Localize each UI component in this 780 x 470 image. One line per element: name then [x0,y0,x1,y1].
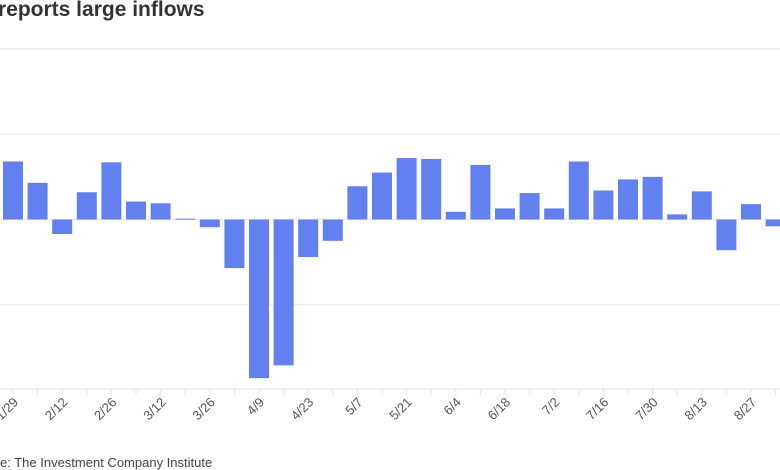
bar-4/9 [249,219,269,379]
x-tick-label: 3/26 [189,395,218,424]
bar-5/28 [421,158,442,220]
bar-2/5 [27,182,48,220]
x-tick-label: 2/12 [42,395,71,424]
x-tick-label: 3/12 [140,395,169,424]
x-tick-label: 7/2 [539,395,562,418]
bar-8/27 [741,204,761,220]
bar-8/6 [667,214,688,220]
bar-7/2 [544,208,565,220]
bar-3/19 [175,218,196,220]
bar-2/12 [52,219,73,235]
x-tick-label: 6/4 [441,395,464,418]
x-tick-label: 5/21 [386,395,415,424]
source-note: e: The Investment Company Institute [0,455,213,470]
bar-5/7 [347,186,368,220]
chart-title: reports large inflows [0,0,205,21]
bar-6/11 [470,164,491,220]
bar-6/18 [495,208,515,220]
bar-3/5 [126,201,146,220]
x-tick-label: 5/7 [342,395,365,418]
x-tick-label: 8/27 [731,395,760,424]
bar-2/26 [101,162,122,220]
x-tick-label: 4/23 [288,395,317,424]
x-tick-label: 7/30 [632,395,661,424]
bar-6/4 [445,211,466,220]
bar-8/13 [691,191,712,220]
bar-8/20 [716,219,737,251]
bar-9/3 [765,219,780,227]
bar-2/19 [76,192,97,220]
x-tick-label: 4/9 [244,395,267,418]
bar-3/12 [150,203,171,220]
x-tick-label: 2/26 [91,395,120,424]
bar-7/23 [618,179,638,220]
bar-4/16 [273,219,294,366]
bar-5/14 [372,172,392,220]
bar-7/30 [642,176,663,220]
bar-7/9 [568,161,589,220]
bar-4/2 [224,219,245,269]
bar-4/23 [298,219,319,258]
bar-1/29 [3,161,23,220]
bar-6/25 [519,193,540,220]
bar-5/21 [396,158,417,220]
x-tick-label: 1/29 [0,395,21,424]
x-tick-label: 8/13 [681,395,710,424]
bar-3/26 [199,219,220,228]
bar-4/30 [322,219,343,241]
bar-7/16 [593,190,614,220]
x-tick-label: 7/16 [583,395,612,424]
x-tick-label: 6/18 [485,395,514,424]
